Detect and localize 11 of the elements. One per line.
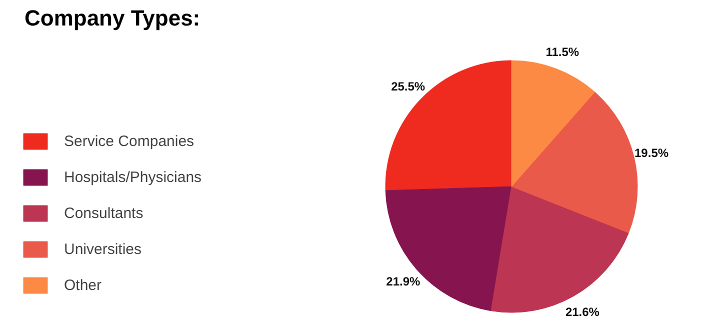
legend-label: Other [64, 276, 102, 294]
legend-label: Universities [64, 240, 142, 258]
data-label: 21.6% [565, 304, 600, 319]
data-label: 21.9% [386, 274, 421, 288]
legend-label: Hospitals/Physicians [64, 168, 202, 186]
legend-label: Service Companies [64, 132, 194, 150]
chart-title: Company Types: [24, 6, 200, 30]
data-label: 25.5% [391, 79, 426, 94]
data-label: 11.5% [546, 44, 580, 59]
data-label: 19.5% [634, 146, 669, 160]
legend-label: Consultants [64, 204, 144, 222]
